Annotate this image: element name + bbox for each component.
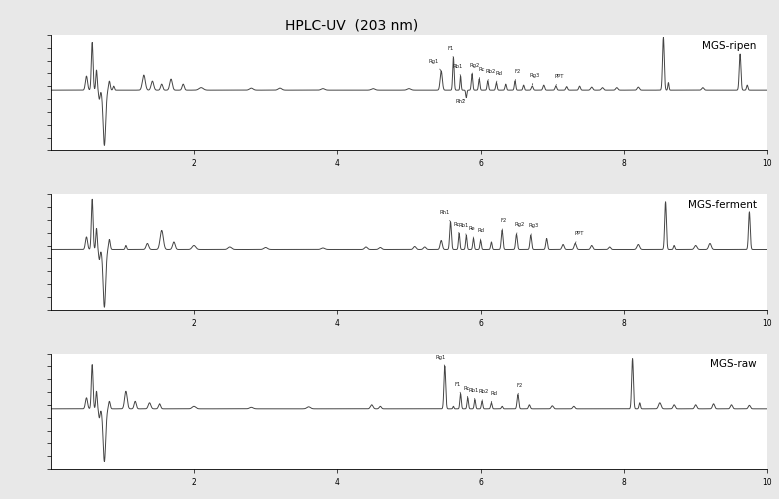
Text: Rg1: Rg1 [435, 355, 446, 366]
Text: Rg2: Rg2 [514, 223, 524, 235]
Text: Rc: Rc [463, 386, 470, 398]
Text: MGS-ripen: MGS-ripen [702, 41, 756, 51]
Text: PPT: PPT [575, 232, 584, 244]
Title: HPLC-UV  (203 nm): HPLC-UV (203 nm) [285, 18, 418, 32]
Text: Rg3: Rg3 [530, 73, 540, 85]
Text: MGS-raw: MGS-raw [710, 359, 756, 369]
Text: F2: F2 [515, 69, 521, 81]
Text: MGS-ferment: MGS-ferment [688, 200, 756, 210]
Text: Rg1: Rg1 [429, 59, 441, 71]
Text: Rd: Rd [478, 229, 484, 241]
Text: Rb2: Rb2 [485, 69, 496, 81]
Text: Rg3: Rg3 [529, 224, 539, 236]
Text: Rh2: Rh2 [456, 99, 466, 104]
Text: Rd: Rd [490, 391, 497, 403]
Text: Rb1: Rb1 [468, 388, 478, 400]
Text: Rg2: Rg2 [470, 62, 480, 74]
Text: Re: Re [469, 227, 475, 239]
Text: F2: F2 [500, 219, 507, 231]
Text: Rd: Rd [495, 70, 502, 83]
Text: PPT: PPT [555, 74, 564, 86]
Text: F2: F2 [517, 383, 523, 395]
Text: F1: F1 [447, 46, 453, 57]
Text: Rh1: Rh1 [439, 211, 450, 222]
Text: Rb1: Rb1 [453, 64, 463, 76]
Text: Rc: Rc [479, 67, 485, 79]
Text: Rb1: Rb1 [458, 224, 469, 236]
Text: Rb2: Rb2 [478, 389, 488, 401]
Text: F1: F1 [454, 382, 461, 394]
Text: Rc: Rc [453, 222, 460, 234]
